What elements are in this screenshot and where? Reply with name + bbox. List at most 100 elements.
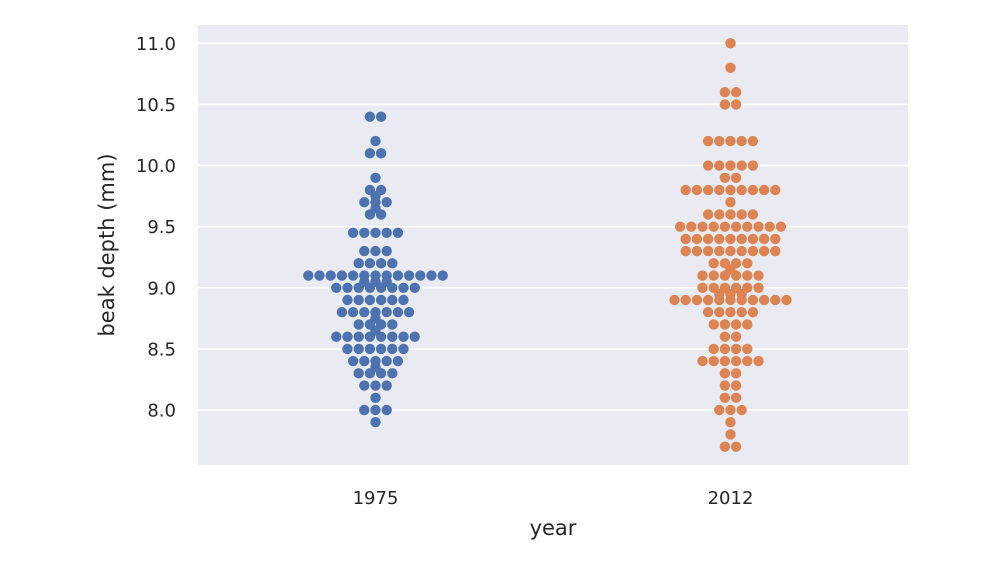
data-point-2012 <box>730 331 742 342</box>
data-point-2012 <box>714 404 725 416</box>
data-point-1975 <box>353 368 364 379</box>
x-tick-labels: 1975 2012 <box>353 488 754 509</box>
data-point-2012 <box>770 294 781 306</box>
data-point-1975 <box>359 227 370 238</box>
data-point-2012 <box>736 245 747 257</box>
data-point-1975 <box>375 368 387 379</box>
data-point-2012 <box>708 258 719 269</box>
data-point-1975 <box>387 368 398 379</box>
data-point-1975 <box>375 294 387 306</box>
data-point-2012 <box>730 87 742 98</box>
data-point-1975 <box>353 294 364 306</box>
data-point-2012 <box>730 99 742 110</box>
data-point-1975 <box>314 270 325 281</box>
data-point-2012 <box>691 184 703 196</box>
data-point-2012 <box>680 233 691 245</box>
data-point-1975 <box>415 270 426 281</box>
data-point-2012 <box>770 245 781 257</box>
data-point-2012 <box>697 355 708 367</box>
data-point-1975 <box>347 307 359 318</box>
data-point-2012 <box>714 184 725 196</box>
data-point-2012 <box>736 135 747 147</box>
data-point-1975 <box>387 294 398 306</box>
data-point-2012 <box>702 245 714 257</box>
data-point-1975 <box>403 307 415 318</box>
data-point-2012 <box>747 233 759 245</box>
y-tick-label: 8.0 <box>147 401 176 422</box>
data-point-1975 <box>331 331 342 342</box>
data-point-1975 <box>375 258 387 269</box>
data-point-2012 <box>730 343 742 355</box>
data-point-1975 <box>347 270 359 281</box>
data-point-2012 <box>691 233 703 245</box>
data-point-2012 <box>730 221 742 232</box>
data-point-2012 <box>730 392 742 403</box>
data-point-1975 <box>342 343 353 355</box>
data-point-2012 <box>770 184 781 196</box>
data-point-2012 <box>764 221 775 232</box>
data-point-2012 <box>725 160 736 171</box>
data-point-1975 <box>375 331 387 342</box>
data-point-1975 <box>375 111 387 122</box>
data-point-2012 <box>742 355 753 367</box>
data-point-2012 <box>736 294 747 306</box>
data-point-2012 <box>747 307 759 318</box>
data-point-2012 <box>730 319 742 330</box>
data-point-2012 <box>753 282 764 293</box>
data-point-2012 <box>680 184 691 196</box>
data-point-2012 <box>725 62 736 73</box>
y-tick-labels: 8.0 8.5 9.0 9.5 10.0 10.5 11.0 <box>136 34 176 422</box>
data-point-2012 <box>719 172 731 183</box>
data-point-1975 <box>347 355 359 367</box>
data-point-2012 <box>714 294 725 306</box>
data-point-1975 <box>370 227 381 238</box>
data-point-2012 <box>725 209 736 220</box>
data-point-2012 <box>725 197 736 208</box>
y-tick-label: 10.5 <box>136 95 176 116</box>
data-point-1975 <box>370 392 381 403</box>
data-point-1975 <box>426 270 437 281</box>
y-tick-label: 10.0 <box>136 156 176 177</box>
data-point-2012 <box>758 245 770 257</box>
data-point-2012 <box>747 209 759 220</box>
data-point-1975 <box>353 258 364 269</box>
data-point-1975 <box>381 227 392 238</box>
data-point-1975 <box>398 294 409 306</box>
data-point-2012 <box>725 135 736 147</box>
data-point-2012 <box>742 343 753 355</box>
data-point-1975 <box>364 111 376 122</box>
data-point-2012 <box>697 270 708 281</box>
data-point-2012 <box>725 245 736 257</box>
data-point-2012 <box>714 209 725 220</box>
data-point-1975 <box>336 307 348 318</box>
data-points <box>303 38 792 452</box>
data-point-1975 <box>359 197 370 208</box>
data-point-2012 <box>719 331 731 342</box>
data-point-2012 <box>697 282 708 293</box>
x-axis-label: year <box>530 516 577 540</box>
data-point-1975 <box>359 380 370 391</box>
data-point-2012 <box>736 404 747 416</box>
data-point-1975 <box>437 270 448 281</box>
data-point-1975 <box>353 343 364 355</box>
data-point-1975 <box>364 368 376 379</box>
data-point-1975 <box>370 380 381 391</box>
data-point-1975 <box>387 258 398 269</box>
data-point-2012 <box>714 307 725 318</box>
data-point-2012 <box>736 307 747 318</box>
data-point-1975 <box>370 172 381 183</box>
data-point-2012 <box>758 184 770 196</box>
data-point-2012 <box>736 160 747 171</box>
data-point-1975 <box>359 307 370 318</box>
data-point-1975 <box>370 404 381 416</box>
data-point-2012 <box>714 233 725 245</box>
data-point-1975 <box>398 331 409 342</box>
data-point-2012 <box>725 233 736 245</box>
data-point-1975 <box>370 417 381 428</box>
data-point-2012 <box>725 404 736 416</box>
data-point-2012 <box>753 270 764 281</box>
data-point-2012 <box>736 209 747 220</box>
data-point-2012 <box>725 38 736 49</box>
data-point-1975 <box>381 355 392 367</box>
data-point-1975 <box>398 343 409 355</box>
